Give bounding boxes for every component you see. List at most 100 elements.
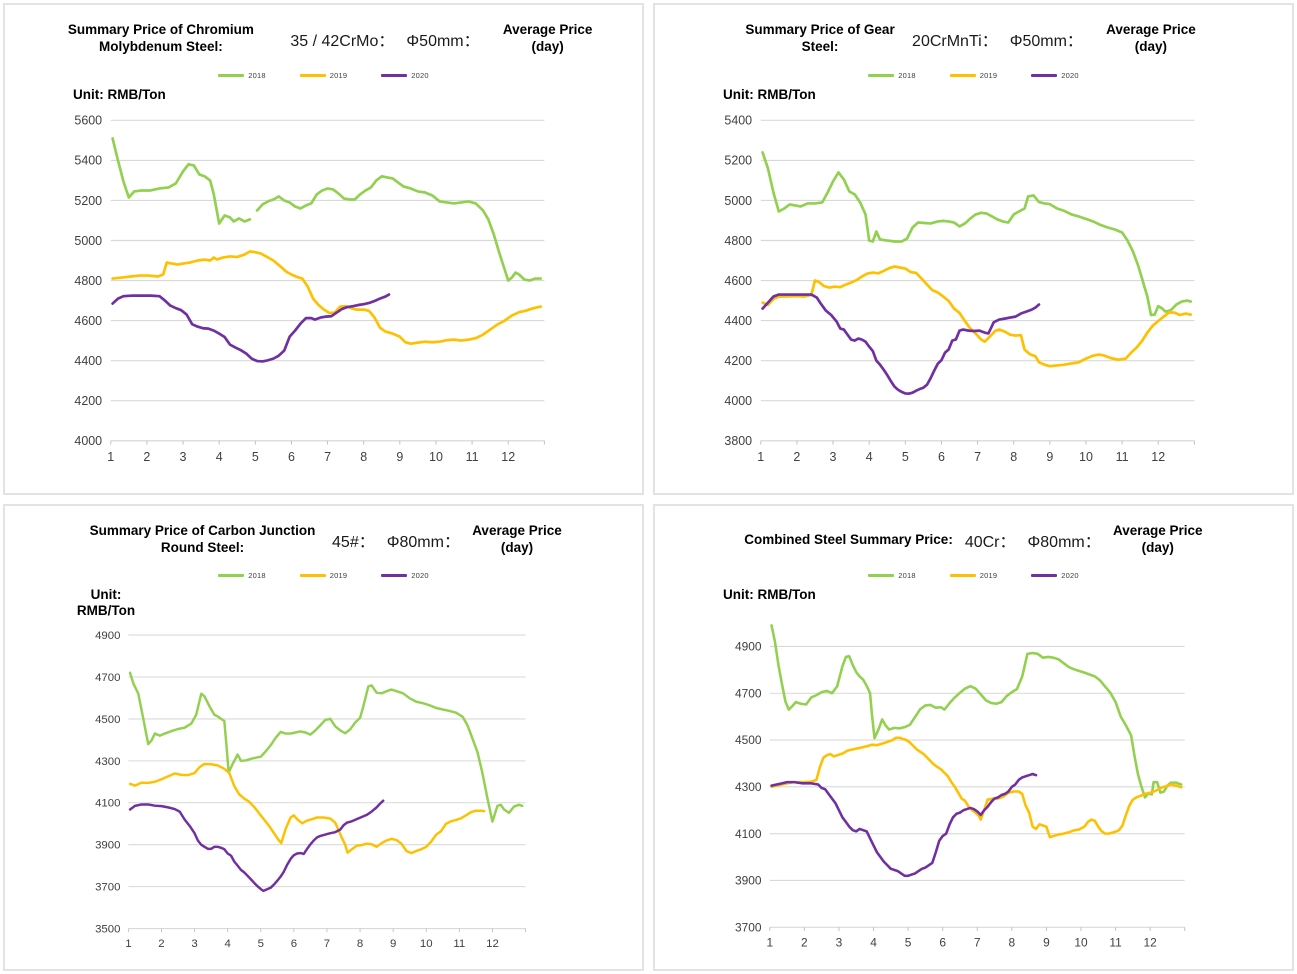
x-axis-label: 4 [224, 938, 231, 950]
legend-item-2018: 2018 [868, 571, 916, 580]
legend-item-2020: 2020 [381, 71, 429, 80]
x-axis-label: 5 [902, 450, 909, 464]
y-axis-label: 4200 [74, 394, 102, 408]
title-steel-name: Combined Steel Summary Price: [744, 531, 953, 547]
x-axis-label: 5 [905, 935, 912, 949]
x-axis-label: 5 [258, 938, 264, 950]
x-axis-label: 8 [1009, 935, 1016, 949]
legend-item-2018: 2018 [868, 71, 916, 80]
x-axis-label: 10 [1074, 935, 1088, 949]
legend-swatch-2018 [868, 73, 895, 77]
y-axis-label: 4100 [95, 798, 120, 810]
legend-item-2018: 2018 [218, 71, 266, 80]
y-axis-label: 4500 [735, 733, 762, 747]
x-axis-label: 9 [1043, 935, 1050, 949]
y-axis-label: 4800 [74, 274, 102, 288]
series-line-2020 [761, 293, 1041, 396]
y-axis-label: 4700 [735, 686, 762, 700]
unit-label: Unit: RMB/Ton [723, 87, 816, 102]
legend-swatch-2019 [949, 574, 976, 578]
chart-title: Combined Steel Summary Price: 40Cr： Φ80m… [661, 514, 1286, 566]
legend-swatch-2019 [299, 573, 326, 577]
chart-title: Summary Price of Carbon Junction Round S… [11, 514, 636, 566]
x-axis-label: 2 [143, 450, 150, 464]
legend-item-2020: 2020 [1031, 571, 1079, 580]
chart-panel-chromium-molybdenum: Summary Price of Chromium Molybdenum Ste… [3, 3, 644, 495]
x-axis-label: 3 [180, 450, 187, 464]
x-axis-label: 8 [357, 938, 363, 950]
x-axis-label: 3 [191, 938, 197, 950]
series-line-2020 [111, 293, 391, 363]
x-axis-label: 9 [1046, 450, 1053, 464]
x-axis-label: 3 [836, 935, 843, 949]
legend-swatch-2020 [1031, 73, 1058, 77]
x-axis-label: 12 [501, 450, 515, 464]
legend-swatch-2020 [381, 73, 408, 77]
series-line-2019 [128, 762, 486, 855]
legend-label: 2018 [248, 570, 266, 580]
y-axis-label: 5400 [74, 154, 102, 168]
x-axis-label: 8 [360, 450, 367, 464]
legend-item-2019: 2019 [299, 70, 348, 80]
legend-swatch-2019 [299, 73, 326, 77]
legend-label: 2018 [898, 571, 916, 581]
x-axis-label: 7 [324, 938, 330, 950]
chart-legend: 2018 2019 2020 [661, 568, 1286, 583]
x-axis-label: 9 [390, 938, 396, 950]
x-axis-label: 8 [1010, 450, 1017, 464]
y-axis-label: 5400 [724, 114, 752, 128]
x-axis-label: 4 [866, 450, 873, 464]
unit-label: Unit: RMB/Ton [723, 587, 816, 603]
x-axis-label: 9 [396, 450, 403, 464]
x-axis-label: 6 [291, 938, 297, 950]
legend-label: 2019 [329, 70, 348, 80]
legend-swatch-2018 [218, 73, 245, 77]
y-axis-label: 5200 [74, 194, 102, 208]
x-axis-label: 2 [801, 935, 808, 949]
x-axis-label: 2 [793, 450, 800, 464]
series-line-2018 [128, 671, 524, 823]
title-diameter: Φ80mm： [1027, 534, 1101, 551]
title-grade: 35 / 42CrMo： [290, 33, 395, 50]
title-diameter: Φ50mm： [1009, 33, 1083, 50]
y-axis-label: 4900 [95, 630, 120, 642]
title-grade: 40Cr： [964, 534, 1016, 551]
x-axis-label: 2 [158, 938, 164, 950]
chart-legend: 2018 2019 2020 [11, 67, 636, 83]
y-axis-label: 3900 [735, 873, 762, 887]
x-axis-label: 10 [1079, 450, 1093, 464]
title-metric: Average Price (day) [502, 22, 593, 54]
series-line-2019 [111, 250, 543, 346]
y-axis-label: 4000 [74, 434, 102, 448]
series-line-2020 [128, 799, 385, 893]
title-diameter: Φ50mm： [406, 33, 480, 50]
series-line-2020 [770, 772, 1038, 877]
chart-legend: 2018 2019 2020 [11, 568, 636, 583]
x-axis-label: 10 [429, 450, 443, 464]
chart-panel-carbon-round-steel: Summary Price of Carbon Junction Round S… [3, 504, 644, 971]
y-axis-label: 5000 [74, 234, 102, 248]
series-line-2018 [770, 623, 1183, 799]
chart-panel-combined-steel: Combined Steel Summary Price: 40Cr： Φ80m… [653, 504, 1294, 971]
y-axis-label: 4300 [95, 756, 120, 768]
x-axis-label: 7 [974, 450, 981, 464]
x-axis-label: 3 [830, 450, 837, 464]
legend-label: 2020 [411, 70, 429, 80]
x-axis-label: 6 [939, 935, 946, 949]
unit-label: Unit: RMB/Ton [73, 87, 166, 102]
legend-label: 2018 [248, 70, 266, 80]
title-metric: Average Price (day) [1106, 22, 1196, 54]
legend-label: 2020 [411, 570, 429, 580]
title-grade: 20CrMnTi： [912, 33, 998, 50]
legend-label: 2020 [1061, 571, 1079, 581]
x-axis-label: 5 [252, 450, 259, 464]
legend-swatch-2020 [381, 573, 408, 577]
legend-item-2019: 2019 [949, 71, 998, 80]
legend-label: 2019 [329, 570, 348, 580]
x-axis-label: 7 [974, 935, 981, 949]
y-axis-label: 4400 [74, 354, 102, 368]
x-axis-label: 6 [938, 450, 945, 464]
x-axis-label: 1 [766, 935, 773, 949]
